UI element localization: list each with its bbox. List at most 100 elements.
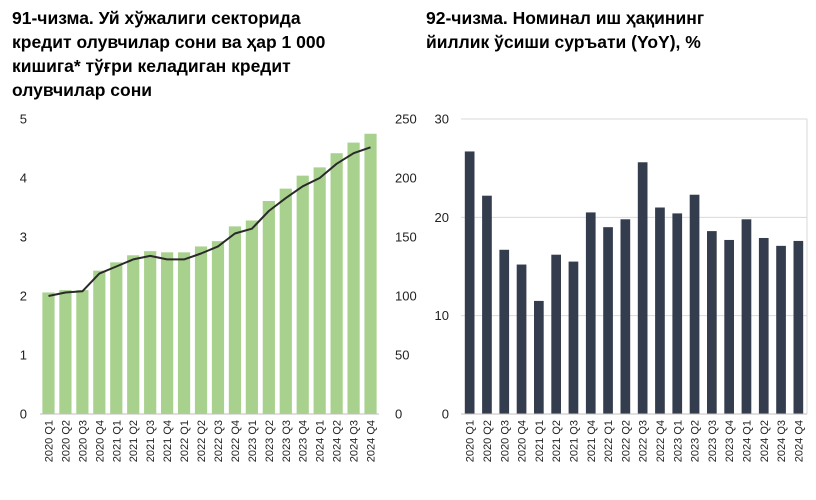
chart-91-title-line-1: 91-чизма. Уй хўжалиги секторида xyxy=(12,8,301,28)
series-line xyxy=(48,146,371,297)
x-tick-label: 2023 Q1 xyxy=(247,420,259,462)
right-axis-tick-label: 250 xyxy=(395,112,417,127)
x-tick-label: 2022 Q1 xyxy=(179,420,191,462)
y-axis-tick-label: 0 xyxy=(442,407,449,422)
chart-92-title: 92-чизма. Номинал иш ҳақининг йиллик ўси… xyxy=(426,6,806,54)
chart-91-title-line-4: олувчилар сони xyxy=(12,80,153,100)
x-tick-label: 2022 Q2 xyxy=(620,420,632,462)
chart-91-title-line-2: кредит олувчилар сони ва ҳар 1 000 xyxy=(12,32,326,52)
x-tick-label: 2024 Q1 xyxy=(741,420,753,462)
bar xyxy=(330,153,343,414)
x-tick-label: 2024 Q3 xyxy=(349,420,361,462)
bar xyxy=(93,270,106,414)
chart-91-title: 91-чизма. Уй хўжалиги секторида кредит о… xyxy=(12,6,402,102)
chart-91-title-line-3: кишига* тўғри келадиган кредит xyxy=(12,56,291,76)
bar xyxy=(637,162,648,414)
bar xyxy=(59,290,72,414)
y-axis-tick-label: 20 xyxy=(435,210,449,225)
bar xyxy=(603,227,613,414)
x-tick-label: 2020 Q3 xyxy=(499,420,511,462)
bar xyxy=(296,175,309,414)
bar xyxy=(245,220,258,414)
x-tick-label: 2020 Q2 xyxy=(60,420,72,462)
bar xyxy=(110,262,123,414)
x-tick-label: 2023 Q4 xyxy=(298,420,310,462)
x-tick-label: 2021 Q4 xyxy=(162,420,174,462)
x-tick-label: 2022 Q1 xyxy=(603,420,615,462)
x-tick-label: 2024 Q1 xyxy=(315,420,327,462)
bar xyxy=(347,142,360,414)
bar xyxy=(194,246,208,414)
x-tick-label: 2021 Q3 xyxy=(145,420,157,462)
bar xyxy=(585,212,596,414)
bar xyxy=(144,251,157,414)
bar xyxy=(76,290,89,414)
bar xyxy=(482,195,492,414)
x-tick-label: 2024 Q2 xyxy=(332,420,344,462)
bar xyxy=(793,240,804,414)
bar xyxy=(464,151,475,414)
right-axis-tick-label: 0 xyxy=(395,407,402,422)
right-axis-tick-label: 50 xyxy=(395,348,409,363)
left-axis-tick-label: 1 xyxy=(20,348,27,363)
bar xyxy=(211,241,225,414)
x-tick-label: 2020 Q4 xyxy=(517,420,529,462)
bar xyxy=(42,292,55,414)
bar xyxy=(516,264,527,414)
x-tick-label: 2022 Q2 xyxy=(196,420,208,462)
bar xyxy=(655,207,665,414)
x-tick-label: 2021 Q3 xyxy=(568,420,580,462)
bar xyxy=(741,219,752,414)
bar xyxy=(776,245,786,414)
chart-92-title-line-1: 92-чизма. Номинал иш ҳақининг xyxy=(426,8,705,28)
x-tick-label: 2020 Q3 xyxy=(77,420,89,462)
bar xyxy=(127,255,140,414)
bar xyxy=(707,231,717,414)
x-tick-label: 2022 Q4 xyxy=(655,420,667,462)
bar xyxy=(262,201,275,414)
bar xyxy=(758,237,769,414)
left-axis-tick-label: 4 xyxy=(20,171,27,186)
x-tick-label: 2023 Q2 xyxy=(690,420,702,462)
x-tick-label: 2022 Q3 xyxy=(213,420,225,462)
chart-92-title-line-2: йиллик ўсиши суръати (YoY), % xyxy=(426,32,701,52)
x-tick-label: 2023 Q3 xyxy=(281,420,293,462)
left-axis-tick-label: 0 xyxy=(20,407,27,422)
x-tick-label: 2021 Q4 xyxy=(586,420,598,462)
x-tick-label: 2021 Q1 xyxy=(534,420,546,462)
x-tick-label: 2023 Q1 xyxy=(672,420,684,462)
x-tick-label: 2021 Q2 xyxy=(128,420,140,462)
x-tick-label: 2022 Q3 xyxy=(638,420,650,462)
x-tick-label: 2020 Q2 xyxy=(482,420,494,462)
x-tick-label: 2021 Q2 xyxy=(551,420,563,462)
left-axis-tick-label: 3 xyxy=(20,230,27,245)
x-tick-label: 2023 Q2 xyxy=(264,420,276,462)
y-axis-tick-label: 10 xyxy=(435,308,449,323)
bar xyxy=(313,167,326,414)
x-tick-label: 2023 Q4 xyxy=(724,420,736,462)
bar xyxy=(177,252,191,414)
x-tick-label: 2020 Q1 xyxy=(465,420,477,462)
right-axis-tick-label: 150 xyxy=(395,230,417,245)
x-tick-label: 2022 Q4 xyxy=(230,420,242,462)
bar xyxy=(620,219,631,414)
bar xyxy=(672,213,683,414)
x-tick-label: 2024 Q4 xyxy=(793,420,805,462)
bar xyxy=(499,249,510,414)
x-tick-label: 2023 Q3 xyxy=(707,420,719,462)
bar xyxy=(689,194,700,414)
bar xyxy=(534,300,544,414)
bar xyxy=(228,226,242,414)
right-axis-tick-label: 200 xyxy=(395,171,417,186)
left-axis-tick-label: 5 xyxy=(20,112,27,127)
bar xyxy=(568,261,579,414)
x-tick-label: 2020 Q1 xyxy=(43,420,55,462)
bar xyxy=(161,252,174,414)
left-axis-tick-label: 2 xyxy=(20,289,27,304)
bar xyxy=(279,188,292,414)
right-axis-tick-label: 100 xyxy=(395,289,417,304)
x-tick-label: 2024 Q4 xyxy=(366,420,378,462)
x-tick-label: 2021 Q1 xyxy=(111,420,123,462)
